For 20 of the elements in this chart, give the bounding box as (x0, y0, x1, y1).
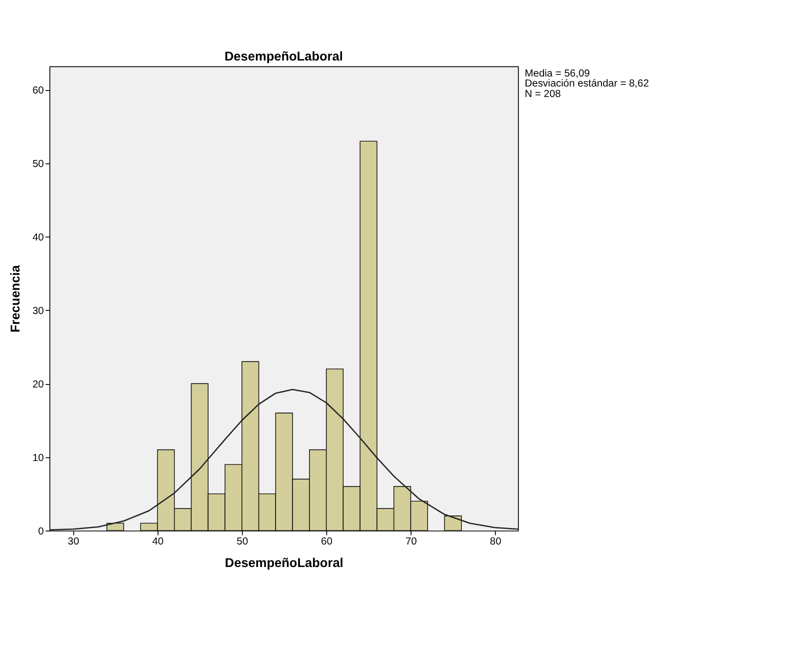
y-tick-label: 10 (32, 452, 44, 464)
y-tick-label: 30 (32, 306, 44, 318)
line-series (48, 388, 519, 530)
x-tick-label: 40 (152, 536, 164, 548)
text: Media = 56,09 (524, 68, 590, 80)
x-axis-title: DesempeñoLaboral (224, 554, 344, 570)
x-tick-label: 50 (236, 536, 248, 548)
y-axis-title: Frecuencia (8, 264, 23, 333)
text: Desviación estándar = 8,62 (524, 78, 650, 90)
text: N = 208 (524, 88, 562, 100)
y-tick-label: 0 (38, 526, 44, 538)
x-tick-label: 80 (490, 536, 502, 548)
x-tick-label: 70 (405, 536, 418, 548)
y-tick-label: 40 (32, 232, 44, 244)
y-tick-label: 60 (32, 86, 44, 97)
y-tick-label: 50 (32, 159, 44, 170)
y-tick-label: 20 (32, 379, 44, 390)
x-tick-label: 60 (321, 536, 333, 548)
chart-title: DesempeñoLaboral (224, 48, 343, 64)
x-tick-label: 30 (68, 536, 80, 548)
